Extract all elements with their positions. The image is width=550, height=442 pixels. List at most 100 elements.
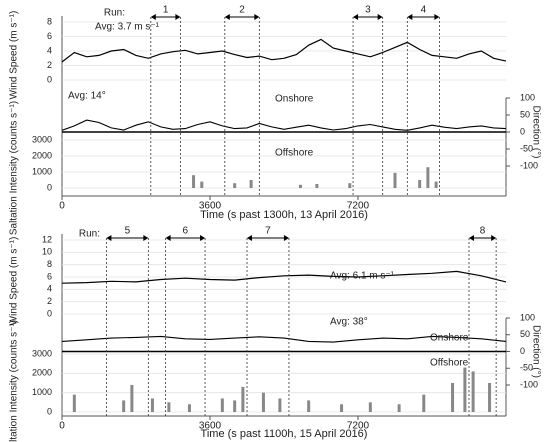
wind-avg-label: Avg: 6.1 m s⁻¹ [330, 271, 395, 282]
time-tick-label: 3600 [199, 421, 222, 432]
saltation-axis-title: Saltation Intensity (counts s⁻¹) [9, 101, 20, 235]
saltation-bar [192, 175, 196, 188]
saltation-bar [426, 167, 430, 188]
time-tick-label: 0 [59, 421, 65, 432]
saltation-bar [393, 172, 397, 188]
wind-speed-line [61, 38, 507, 63]
run-arrowhead-right [491, 235, 497, 241]
speed-tick-label: 12 [42, 234, 52, 244]
run-number-label: 3 [365, 5, 371, 16]
run-prefix-label: Run: [104, 8, 125, 19]
saltation-bar [340, 404, 344, 412]
saltation-bar [368, 402, 372, 412]
saltation-bar [315, 184, 319, 188]
direction-avg-label: Avg: 38° [330, 317, 368, 328]
saltation-bar [471, 371, 475, 412]
saltation-bar [187, 404, 191, 412]
direction-avg-label: Avg: 14° [68, 91, 106, 102]
time-tick-label: 7200 [347, 201, 370, 212]
saltation-bar [122, 400, 126, 412]
speed-tick-label: 4 [47, 45, 52, 55]
saltation-bar [348, 183, 352, 188]
run-arrowhead-right [175, 14, 181, 20]
speed-tick-label: 2 [47, 60, 52, 70]
wind-speed-axis-title: Wind Speed (m s⁻¹) [9, 11, 20, 100]
wind-speed-axis-title: Wind Speed (m s⁻¹) [9, 237, 20, 326]
offshore-label: Offshore [275, 148, 314, 159]
direction-tick-label: -100 [520, 379, 538, 389]
run-number-label: 1 [163, 5, 169, 16]
time-axis-label: Time (s past 1100h, 15 April 2016) [201, 428, 368, 440]
run-arrowhead-left [106, 235, 112, 241]
saltation-bar [241, 386, 245, 412]
run-arrowhead-left [407, 14, 413, 20]
direction-tick-label: 50 [520, 329, 530, 339]
run-arrowhead-right [143, 235, 149, 241]
saltation-bar [434, 181, 438, 188]
saltation-bar [130, 384, 134, 412]
saltation-bar [298, 184, 302, 188]
saltation-bar [220, 398, 224, 412]
onshore-label: Onshore [275, 94, 314, 105]
run-number-label: 8 [480, 226, 486, 237]
direction-tick-label: -100 [520, 160, 538, 170]
speed-tick-label: 6 [47, 271, 52, 281]
run-number-label: 5 [125, 226, 131, 237]
time-tick-label: 3600 [199, 201, 222, 212]
run-arrowhead-right [254, 14, 260, 20]
speed-tick-label: 8 [47, 259, 52, 269]
run-number-label: 6 [183, 226, 189, 237]
offshore-label: Offshore [430, 358, 469, 369]
saltation-tick-label: 3000 [32, 134, 52, 144]
saltation-tick-label: 3000 [32, 348, 52, 358]
run-arrowhead-left [247, 235, 252, 241]
run-number-label: 7 [265, 226, 271, 237]
saltation-bar [233, 400, 237, 412]
saltation-tick-label: 2000 [32, 150, 52, 160]
run-number-label: 4 [421, 5, 427, 16]
saltation-bar [422, 394, 426, 412]
time-axis-label: Time (s past 1300h, 13 April 2016) [200, 209, 368, 221]
run-arrowhead-right [377, 14, 383, 20]
onshore-label: Onshore [430, 333, 469, 344]
saltation-bar [72, 394, 76, 412]
direction-tick-label: 0 [520, 126, 525, 136]
saltation-tick-label: 1000 [32, 166, 52, 176]
direction-tick-label: 100 [520, 92, 535, 102]
saltation-bar [150, 398, 154, 412]
direction-tick-label: 100 [520, 312, 535, 322]
saltation-bar [307, 400, 311, 412]
direction-tick-label: 50 [520, 109, 530, 119]
saltation-tick-label: 2000 [32, 368, 52, 378]
saltation-tick-label: 1000 [32, 387, 52, 397]
wind-speed-line [61, 270, 507, 284]
saltation-bar [418, 180, 422, 188]
run-arrowhead-right [283, 235, 289, 241]
saltation-bar [488, 383, 492, 412]
saltation-bar [451, 383, 455, 412]
speed-tick-label: 6 [47, 31, 52, 41]
speed-tick-label: 0 [47, 74, 52, 84]
saltation-tick-label: 0 [47, 406, 52, 416]
time-tick-label: 0 [59, 201, 65, 212]
run-number-label: 2 [239, 5, 245, 16]
wind-avg-label: Avg: 3.7 m s⁻¹ [95, 22, 160, 33]
direction-line [61, 119, 507, 131]
run-prefix-label: Run: [79, 229, 100, 240]
direction-axis-title: Direction (°) [530, 325, 541, 378]
run-arrowhead-left [469, 235, 474, 241]
run-arrowhead-left [224, 14, 230, 20]
direction-line [61, 335, 507, 343]
time-tick-label: 7200 [347, 421, 370, 432]
saltation-bar [397, 404, 401, 412]
saltation-bar [233, 183, 237, 188]
direction-tick-label: 0 [520, 346, 525, 356]
run-arrowhead-right [434, 14, 440, 20]
run-arrowhead-left [353, 14, 359, 20]
direction-axis-title: Direction (°) [530, 106, 541, 159]
saltation-tick-label: 0 [47, 182, 52, 192]
run-arrowhead-left [150, 14, 156, 20]
